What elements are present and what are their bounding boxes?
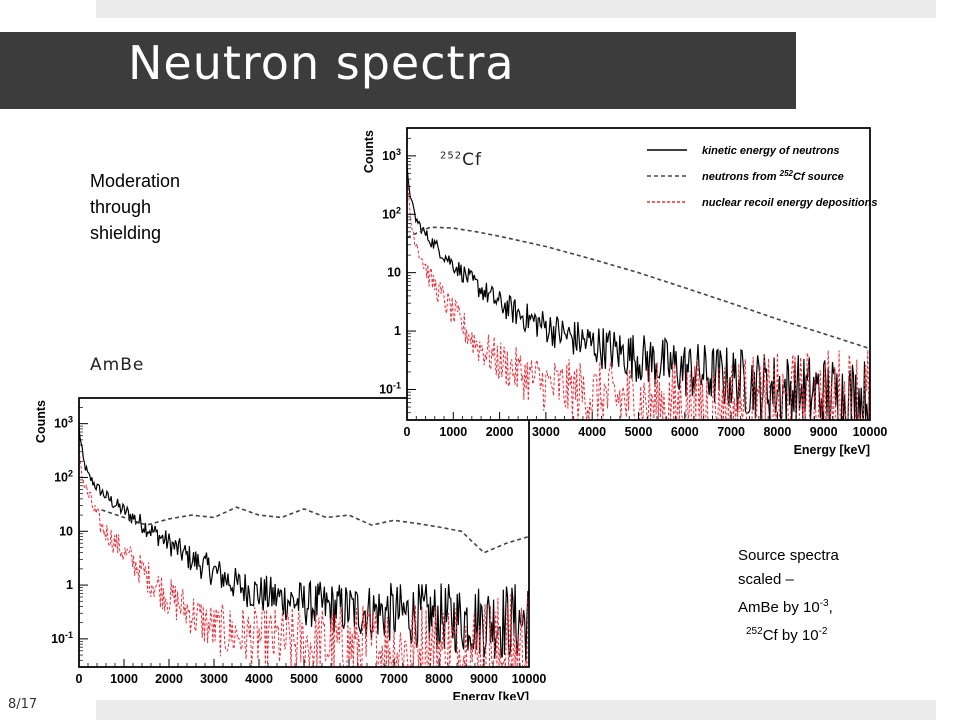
x-tick-label: 6000 xyxy=(671,425,699,439)
legend-entry: kinetic energy of neutrons xyxy=(702,145,840,157)
x-tick-label: 7000 xyxy=(380,672,408,686)
x-tick-label: 1000 xyxy=(110,672,138,686)
scaling-note-line: AmBe by 10-3, xyxy=(738,592,839,620)
legend-entry-text: nuclear recoil energy depositions xyxy=(702,197,877,209)
x-tick-label: 5000 xyxy=(290,672,318,686)
scaling-note-sup: -2 xyxy=(818,626,828,637)
bottom-decor-bar xyxy=(96,700,936,720)
cf252-label: 252Cf xyxy=(440,150,482,170)
y-tick-label-sup: 2 xyxy=(68,468,73,478)
scaling-note: Source spectra scaled – AmBe by 10-3, 25… xyxy=(738,544,839,648)
y-tick-label-base: 1 xyxy=(394,324,401,338)
y-tick-label-base: 10 xyxy=(59,524,73,538)
y-tick-label-sup: 2 xyxy=(396,205,401,215)
y-tick-label-sup: -1 xyxy=(393,380,401,390)
x-tick-label: 0 xyxy=(404,425,411,439)
x-tick-label: 2000 xyxy=(155,672,183,686)
y-tick-label: 102 xyxy=(382,205,401,221)
x-tick-label: 8000 xyxy=(425,672,453,686)
moderation-note-line: Moderation xyxy=(90,171,181,191)
x-tick-label: 6000 xyxy=(335,672,363,686)
ambe-spectrum-chart: 0 1000 2000 3000 4000 5000 6000 7000 8000 9000 100… xyxy=(34,397,547,704)
y-tick-label-base: 1 xyxy=(66,578,73,592)
legend-entry-text: neutrons from xyxy=(702,171,780,183)
x-tick-label: 3000 xyxy=(532,425,560,439)
y-tick-label-sup: 3 xyxy=(68,415,73,425)
y-tick-label: 1 xyxy=(66,578,73,592)
scaling-note-text: AmBe by 10 xyxy=(738,599,820,616)
x-axis-title: Energy [keV] xyxy=(794,443,870,457)
legend-entry-text: kinetic energy of neutrons xyxy=(702,145,840,157)
x-tick-label: 5000 xyxy=(625,425,653,439)
x-tick-label: 10000 xyxy=(512,672,547,686)
cf252-label-text: Cf xyxy=(462,150,482,170)
x-tick-label: 9000 xyxy=(470,672,498,686)
y-tick-label: 10 xyxy=(59,524,73,538)
ambe-label: AmBe xyxy=(90,355,145,375)
legend-entry-sup: 252 xyxy=(779,169,794,178)
top-decor-bar xyxy=(96,0,936,18)
x-tick-label: 0 xyxy=(76,672,83,686)
y-tick-label-base: 10 xyxy=(387,266,401,280)
x-tick-label: 3000 xyxy=(200,672,228,686)
y-tick-label: 10 xyxy=(387,266,401,280)
scaling-note-text: Cf by 10 xyxy=(762,627,819,644)
x-tick-label: 9000 xyxy=(810,425,838,439)
moderation-note-line: through xyxy=(90,197,152,217)
series-line-0 xyxy=(78,427,530,662)
cf252-label-sup: 252 xyxy=(440,150,463,162)
cf252-spectrum-chart: 0 1000 2000 3000 4000 5000 6000 7000 8000 9000 100… xyxy=(362,127,888,457)
y-tick-label-base: 10 xyxy=(382,207,396,221)
x-tick-label: 8000 xyxy=(763,425,791,439)
y-tick-label: 103 xyxy=(54,415,73,431)
x-tick-label: 10000 xyxy=(853,425,888,439)
y-tick-label: 102 xyxy=(54,468,73,484)
moderation-note: Moderation through shielding xyxy=(90,168,180,246)
y-tick-label: 10-1 xyxy=(379,380,401,396)
moderation-note-line: shielding xyxy=(90,223,162,243)
y-axis-title: Counts xyxy=(362,130,376,173)
y-tick-label: 103 xyxy=(382,147,401,163)
legend-entry: neutrons from 252Cf source xyxy=(702,169,844,183)
y-tick-label-sup: -1 xyxy=(65,630,73,640)
scaling-note-line: scaled – xyxy=(738,571,794,588)
x-tick-label: 1000 xyxy=(439,425,467,439)
slide-title: Neutron spectra xyxy=(128,36,515,90)
scaling-note-line: 252Cf by 10-2 xyxy=(738,620,839,648)
series-line-2 xyxy=(406,172,871,422)
y-tick-label-base: 10 xyxy=(379,382,393,396)
scaling-note-sup: -3 xyxy=(819,598,829,609)
y-tick-label-base: 10 xyxy=(51,632,65,646)
scaling-note-text: , xyxy=(828,599,833,616)
y-axis-title: Counts xyxy=(34,400,48,443)
series-line-1 xyxy=(406,226,871,350)
y-tick-label-base: 10 xyxy=(54,470,68,484)
legend-entry-text: Cf source xyxy=(793,171,844,183)
y-tick-label-base: 10 xyxy=(54,417,68,431)
y-tick-label-sup: 3 xyxy=(396,147,401,157)
page-number: 8/17 xyxy=(8,697,38,712)
y-tick-label-base: 10 xyxy=(382,149,396,163)
x-tick-label: 4000 xyxy=(245,672,273,686)
y-tick-label: 10-1 xyxy=(51,630,73,646)
x-tick-label: 2000 xyxy=(486,425,514,439)
x-tick-label: 7000 xyxy=(717,425,745,439)
title-bar xyxy=(0,32,796,109)
scaling-note-line: Source spectra xyxy=(738,547,839,564)
legend-entry: nuclear recoil energy depositions xyxy=(702,197,877,209)
y-tick-label: 1 xyxy=(394,324,401,338)
x-tick-label: 4000 xyxy=(578,425,606,439)
scaling-note-sup: 252 xyxy=(746,626,763,637)
series-line-0 xyxy=(406,164,871,421)
